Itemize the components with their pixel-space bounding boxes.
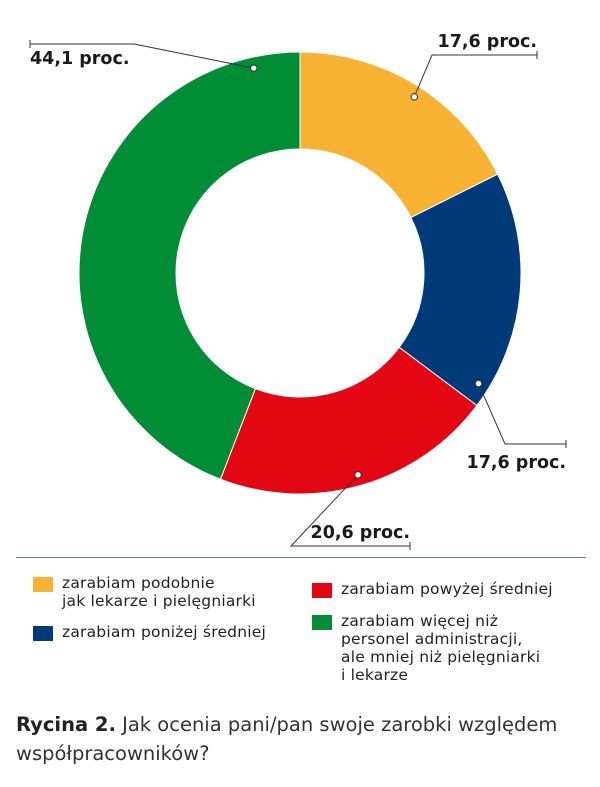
data-label-more-than-admin: 44,1 proc. [30, 49, 129, 69]
legend-divider [16, 557, 586, 558]
slice-similar [299, 51, 499, 219]
caption-text: Jak ocenia pani/pan swoje zarobki względ… [16, 713, 558, 765]
callout-line-similar [413, 54, 537, 98]
slice-above-average [219, 346, 478, 495]
legend-swatch-similar [33, 577, 53, 592]
legend-label-above-average: zarabiam powyżej średniej [341, 580, 553, 598]
donut-chart: 17,6 proc. 17,6 proc. 20,6 proc. 44,1 proc. [29, 32, 567, 550]
legend-item-above-average: zarabiam powyżej średniej [312, 580, 553, 598]
callout-dot-more-than-admin [250, 64, 258, 72]
legend-swatch-above-average [312, 583, 332, 598]
legend-item-below-average: zarabiam poniżej średniej [33, 623, 266, 641]
legend-swatch-below-average [33, 626, 53, 641]
callouts: 17,6 proc. 17,6 proc. 20,6 proc. 44,1 proc. [29, 32, 567, 550]
legend-label-similar: zarabiam podobnie jak lekarze i pielęgni… [62, 574, 256, 610]
data-label-above-average: 20,6 proc. [311, 523, 410, 543]
figure-caption: Rycina 2. Jak ocenia pani/pan swoje zaro… [16, 710, 586, 768]
legend-item-similar: zarabiam podobnie jak lekarze i pielęgni… [33, 574, 256, 610]
callout-dot-similar [410, 93, 419, 101]
callout-dot-above-average [354, 471, 362, 479]
caption-label: Rycina 2. [16, 713, 116, 736]
legend-label-more-than-admin: zarabiam więcej niż personel administrac… [341, 612, 541, 684]
data-label-similar: 17,6 proc. [438, 32, 537, 52]
callout-line-above-average [289, 474, 410, 547]
callout-line-more-than-admin [30, 43, 254, 69]
slice-more-than-admin [78, 51, 301, 480]
callout-line-below-average [478, 383, 566, 445]
data-label-below-average: 17,6 proc. [467, 453, 566, 473]
donut-slices [78, 51, 522, 495]
slice-below-average [398, 173, 522, 407]
legend-item-more-than-admin: zarabiam więcej niż personel administrac… [312, 612, 540, 684]
legend-label-below-average: zarabiam poniżej średniej [62, 623, 266, 641]
legend-swatch-more-than-admin [312, 615, 332, 630]
callout-dot-below-average [474, 379, 483, 388]
